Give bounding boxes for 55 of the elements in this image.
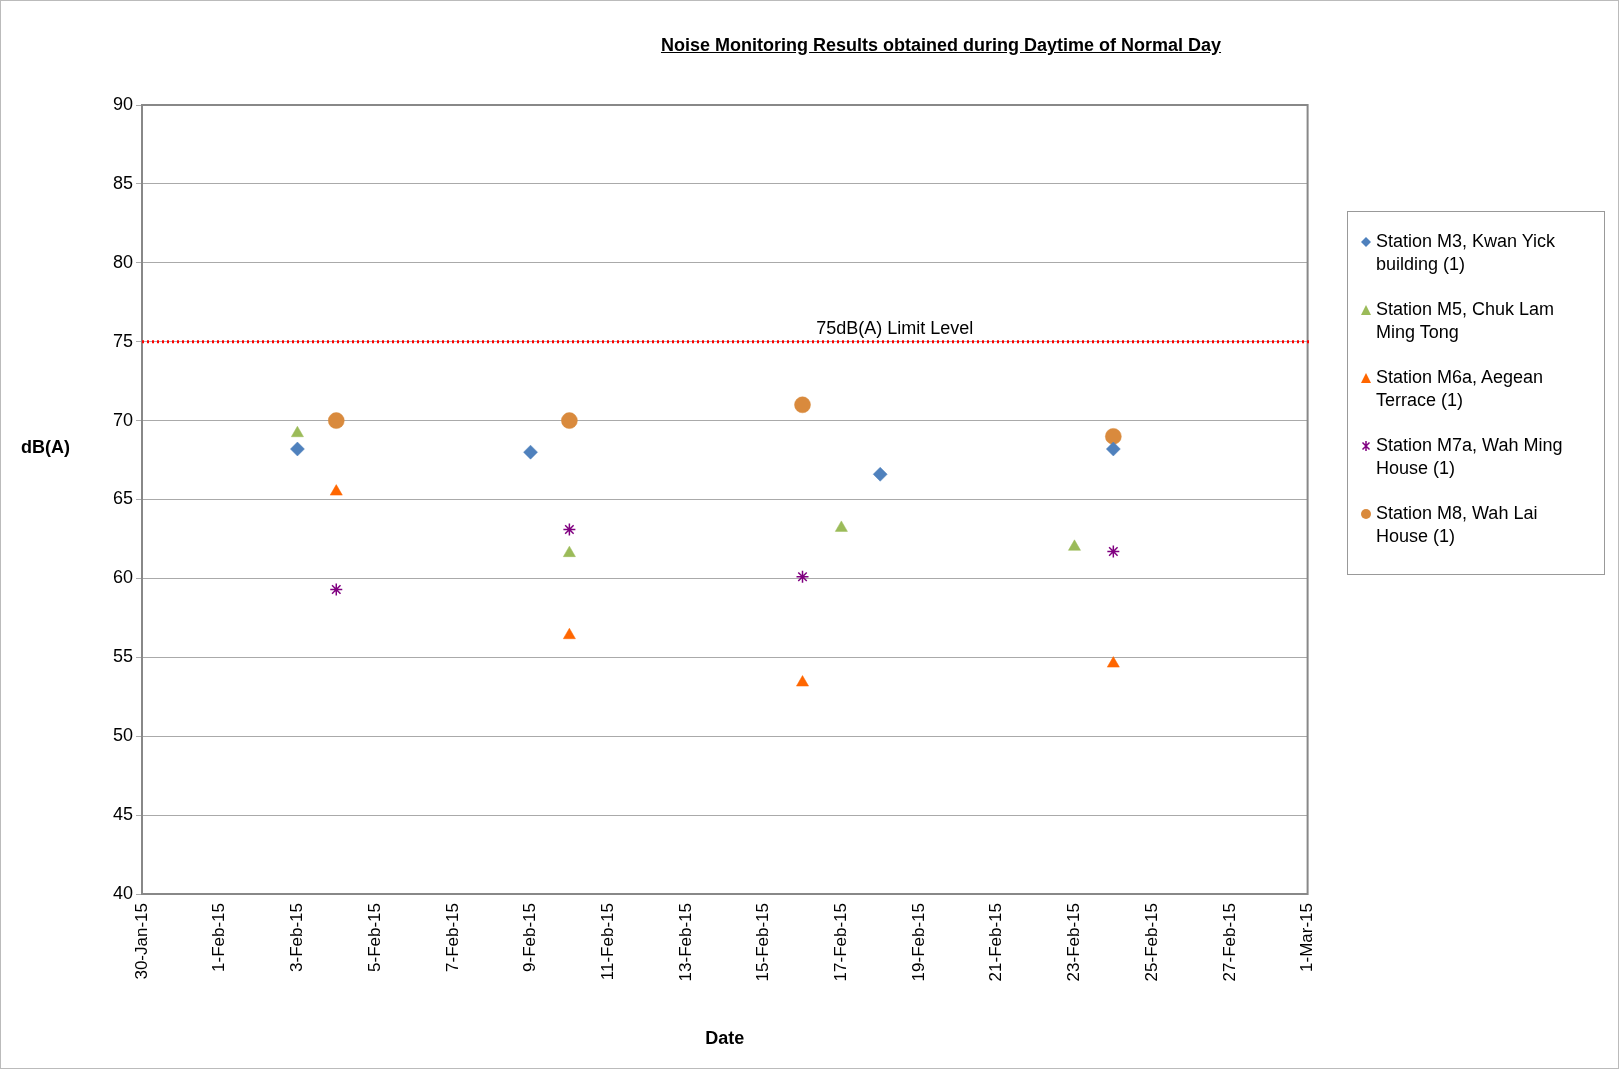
point [290, 441, 305, 457]
point [329, 582, 344, 597]
point [523, 444, 538, 460]
x-tick-label: 25-Feb-15 [1141, 903, 1161, 982]
point [796, 675, 809, 687]
point [328, 412, 345, 429]
x-tick-label: 21-Feb-15 [986, 903, 1006, 982]
y-tick-label: 85 [112, 172, 133, 193]
x-tick-label: 27-Feb-15 [1219, 903, 1239, 982]
point [562, 522, 577, 537]
y-axis-title: dB(A) [21, 437, 70, 458]
x-tick-label: 3-Feb-15 [287, 903, 307, 972]
y-tick-label: 70 [112, 409, 133, 430]
point [1068, 539, 1081, 551]
x-tick-label: 17-Feb-15 [831, 903, 851, 982]
y-tick-label: 60 [112, 567, 133, 588]
legend-label: Station M5, Chuk Lam Ming Tong [1376, 298, 1556, 344]
x-tick-label: 1-Mar-15 [1297, 903, 1317, 972]
point [872, 467, 888, 482]
chart-title: Noise Monitoring Results obtained during Daytime of Normal Day [659, 35, 1223, 56]
x-tick-label: 11-Feb-15 [597, 903, 617, 981]
point [795, 570, 810, 584]
x-tick-label: 5-Feb-15 [364, 903, 384, 972]
x-tick-label: 19-Feb-15 [908, 903, 928, 982]
x-tick-label: 7-Feb-15 [442, 903, 462, 972]
legend-label: Station M3, Kwan Yick building (1) [1376, 230, 1557, 276]
point [561, 412, 578, 429]
point [794, 396, 811, 414]
point [1105, 428, 1122, 445]
y-tick-label: 80 [112, 251, 133, 272]
y-tick-label: 40 [112, 882, 133, 903]
x-tick-label: 1-Feb-15 [209, 903, 229, 972]
x-axis-title: Date [705, 1028, 745, 1049]
legend-label: Station M7a, Wah Ming House (1) [1376, 434, 1564, 480]
legend-label: Station M6a, Aegean Terrace (1) [1376, 366, 1545, 412]
legend-label: Station M8, Wah Lai House (1) [1376, 502, 1539, 548]
y-tick-label: 75 [112, 330, 133, 351]
y-tick-label: 45 [112, 804, 133, 825]
point [1106, 544, 1121, 559]
x-tick-label: 9-Feb-15 [520, 903, 540, 972]
point [563, 545, 576, 557]
ref-line-label: 75dB(A) Limit Level [816, 317, 974, 338]
y-tick-label: 50 [112, 725, 133, 746]
point [835, 520, 848, 532]
point [563, 627, 576, 639]
point [1107, 656, 1120, 668]
y-tick-label: 55 [112, 646, 133, 667]
x-tick-label: 23-Feb-15 [1064, 903, 1084, 982]
y-tick-label: 90 [112, 93, 133, 114]
y-tick-label: 65 [112, 488, 133, 509]
x-tick-label: 15-Feb-15 [753, 903, 773, 982]
point [329, 484, 343, 496]
x-tick-label: 13-Feb-15 [675, 903, 695, 982]
point [1106, 441, 1121, 457]
x-tick-label: 30-Jan-15 [131, 903, 151, 980]
